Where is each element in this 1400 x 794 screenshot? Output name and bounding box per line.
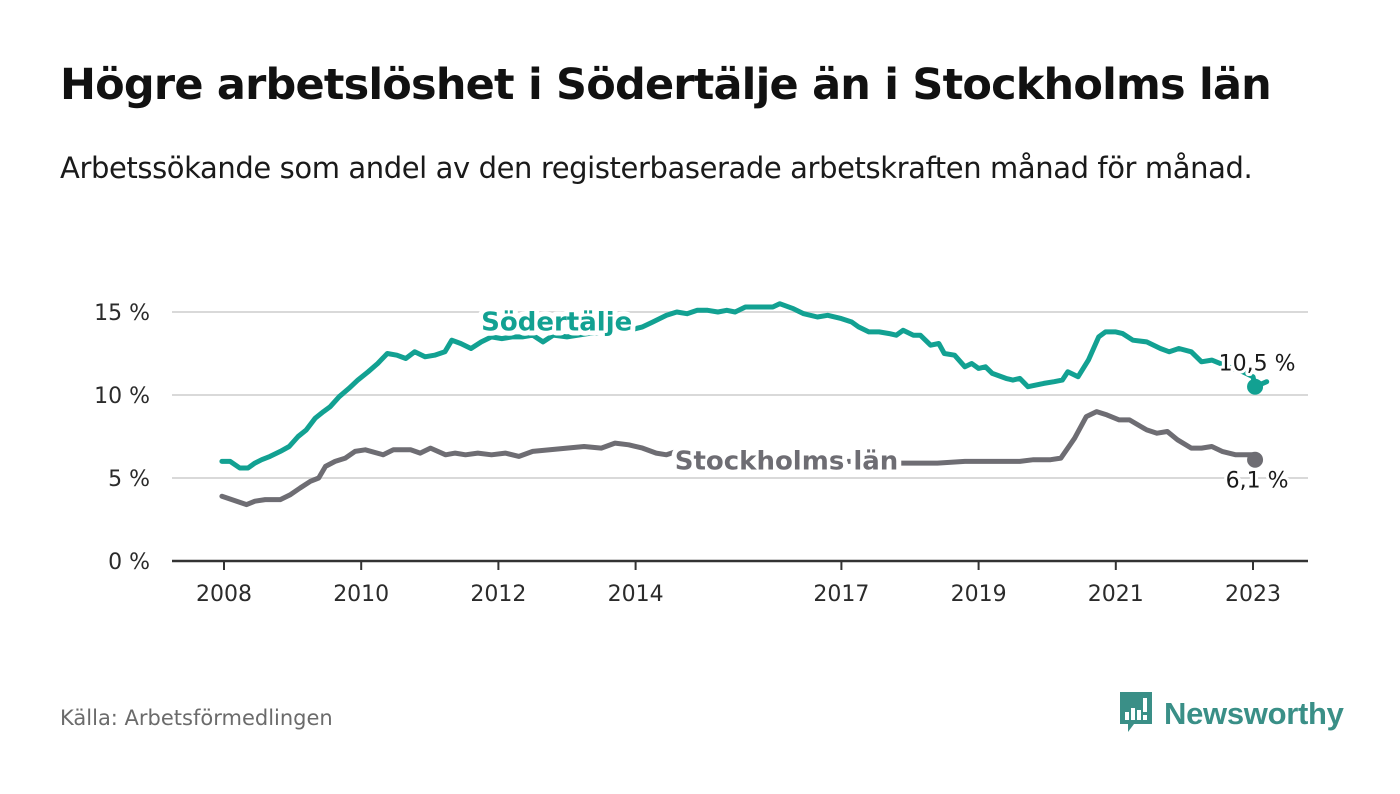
brand-logo[interactable]: Newsworthy: [1118, 690, 1344, 738]
brand-name: Newsworthy: [1164, 696, 1344, 731]
chart-title: Högre arbetslöshet i Södertälje än i Sto…: [60, 60, 1272, 110]
x-tick-label: 2008: [196, 582, 252, 607]
x-tick-label: 2021: [1088, 582, 1144, 607]
series-line-stockholms-lan: [219, 409, 1258, 508]
series-lines: [219, 301, 1270, 508]
bar-chart-speech-bubble-icon: [1118, 690, 1154, 738]
y-tick-label: 5 %: [108, 467, 150, 492]
source-note: Källa: Arbetsförmedlingen: [60, 706, 333, 730]
end-point-stockholms-lan: [1247, 451, 1264, 468]
end-point-sodertalje: [1247, 378, 1264, 395]
chart-subtitle: Arbetssökande som andel av den registerb…: [60, 151, 1253, 185]
y-axis: 0 % 5 % 10 % 15 %: [94, 301, 150, 575]
x-tick-label: 2012: [470, 582, 526, 607]
end-label-sodertalje: 10,5 %: [1219, 352, 1296, 377]
y-tick-label: 10 %: [94, 384, 150, 409]
x-tick-label: 2017: [813, 582, 869, 607]
series-labels: Södertälje 10,5 % Stockholms län 6,1 %: [476, 302, 1298, 496]
x-axis: 2008 2010 2012 2014 2017 2019 2021 2023: [172, 559, 1308, 607]
series-label-stockholms-lan: Stockholms län: [675, 447, 899, 477]
x-tick-label: 2019: [951, 582, 1007, 607]
end-label-stockholms-lan: 6,1 %: [1226, 469, 1289, 494]
x-tick-label: 2010: [333, 582, 389, 607]
y-tick-label: 15 %: [94, 301, 150, 326]
series-label-sodertalje: Södertälje: [481, 307, 632, 337]
y-tick-label: 0 %: [108, 550, 150, 575]
x-tick-label: 2014: [608, 582, 664, 607]
line-chart: 0 %5 %10 %15 % 2008 2010 2012 2014 2017 2019 2…: [94, 301, 1308, 607]
x-tick-label: 2023: [1225, 582, 1281, 607]
series-line-sodertalje: [219, 301, 1270, 471]
